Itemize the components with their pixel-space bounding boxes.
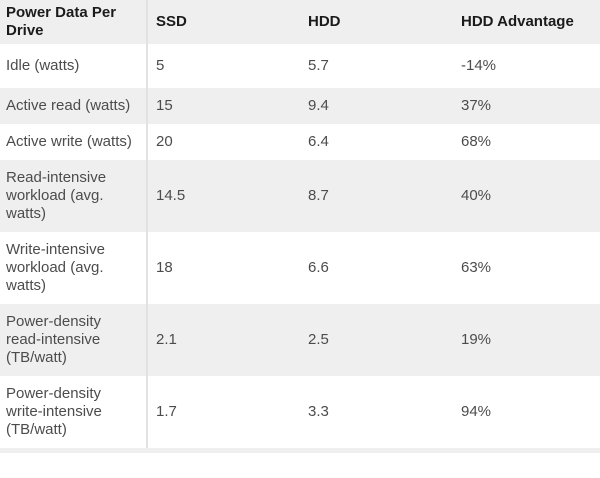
value-cell: 19% (461, 331, 492, 348)
table-row: Power-density read-intensive (TB/watt) 2.… (0, 304, 600, 376)
value-cell: 3.3 (308, 403, 329, 420)
value-cell: 1.7 (156, 403, 177, 420)
row-label-cell: Idle (watts) (0, 44, 148, 88)
row-label-cell: Write-intensive workload (avg. watts) (0, 232, 148, 304)
value-cell: 5 (156, 57, 165, 74)
value-cell: 94% (461, 403, 492, 420)
table-row: Read-intensive workload (avg. watts) 14.5… (0, 160, 600, 232)
value-cell: 5.7 (308, 57, 329, 74)
value-cell: 40% (461, 187, 492, 204)
value-cell: 8.7 (308, 187, 329, 204)
table-body: Idle (watts) 5 5.7 -14% Active read (watts) 1… (0, 44, 600, 448)
row-label-cell: Active write (watts) (0, 124, 148, 160)
value-cell: 68% (461, 133, 492, 150)
column-header: HDD (300, 0, 453, 44)
value-cell: 9.4 (308, 97, 329, 114)
header-row: Power Data Per Drive SSD HDD HDD Advantage (0, 0, 600, 44)
row-label-cell: Power-density read-intensive (TB/watt) (0, 304, 148, 376)
value-cell: 6.4 (308, 133, 329, 150)
value-cell: 2.1 (156, 331, 177, 348)
table-row: Active read (watts) 15 9.4 37% (0, 88, 600, 124)
value-cell: 6.6 (308, 259, 329, 276)
value-cell: 37% (461, 97, 492, 114)
value-cell: 14.5 (156, 187, 186, 204)
column-header: SSD (147, 0, 300, 44)
column-header: HDD Advantage (453, 0, 600, 44)
value-cell: 15 (156, 97, 173, 114)
table-row: Write-intensive workload (avg. watts) 18 6… (0, 232, 600, 304)
value-cell: -14% (461, 57, 497, 74)
value-cell: 2.5 (308, 331, 329, 348)
value-cell: 20 (156, 133, 173, 150)
row-label-cell: Power-density write-intensive (TB/watt) (0, 376, 148, 448)
table-row: Power-density write-intensive (TB/watt) 1… (0, 376, 600, 448)
power-data-table: Power Data Per Drive SSD HDD HDD Advantage … (0, 0, 600, 448)
next-row-cutoff-strip (0, 448, 600, 453)
table-row: Idle (watts) 5 5.7 -14% (0, 44, 600, 88)
table-row: Active write (watts) 20 6.4 68% (0, 124, 600, 160)
row-label-cell: Active read (watts) (0, 88, 148, 124)
value-cell: 18 (156, 259, 173, 276)
row-label-cell: Read-intensive workload (avg. watts) (0, 160, 148, 232)
row-label-column-header: Power Data Per Drive (0, 0, 148, 44)
value-cell: 63% (461, 259, 492, 276)
